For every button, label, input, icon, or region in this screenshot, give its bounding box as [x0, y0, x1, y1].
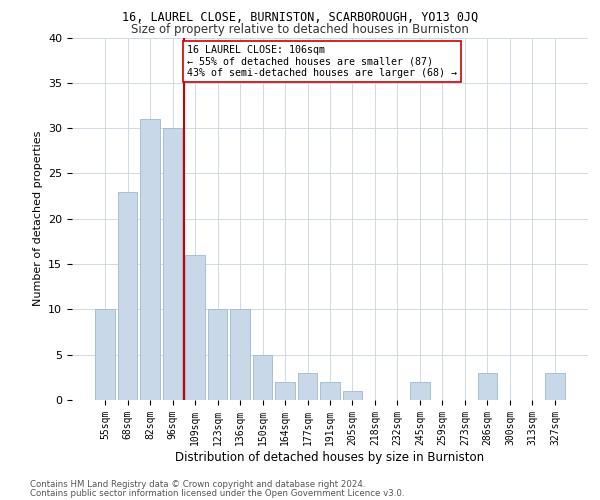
Y-axis label: Number of detached properties: Number of detached properties	[32, 131, 43, 306]
Bar	[298, 373, 317, 400]
Bar	[230, 310, 250, 400]
Bar	[478, 373, 497, 400]
Bar	[320, 382, 340, 400]
Bar	[275, 382, 295, 400]
Bar	[185, 255, 205, 400]
Bar	[410, 382, 430, 400]
X-axis label: Distribution of detached houses by size in Burniston: Distribution of detached houses by size …	[175, 450, 485, 464]
Text: Size of property relative to detached houses in Burniston: Size of property relative to detached ho…	[131, 22, 469, 36]
Bar	[95, 310, 115, 400]
Bar	[140, 119, 160, 400]
Text: Contains HM Land Registry data © Crown copyright and database right 2024.: Contains HM Land Registry data © Crown c…	[30, 480, 365, 489]
Bar	[208, 310, 227, 400]
Text: 16 LAUREL CLOSE: 106sqm
← 55% of detached houses are smaller (87)
43% of semi-de: 16 LAUREL CLOSE: 106sqm ← 55% of detache…	[187, 45, 457, 78]
Bar	[253, 354, 272, 400]
Bar	[163, 128, 182, 400]
Text: 16, LAUREL CLOSE, BURNISTON, SCARBOROUGH, YO13 0JQ: 16, LAUREL CLOSE, BURNISTON, SCARBOROUGH…	[122, 11, 478, 24]
Bar	[343, 391, 362, 400]
Bar	[118, 192, 137, 400]
Bar	[545, 373, 565, 400]
Text: Contains public sector information licensed under the Open Government Licence v3: Contains public sector information licen…	[30, 488, 404, 498]
